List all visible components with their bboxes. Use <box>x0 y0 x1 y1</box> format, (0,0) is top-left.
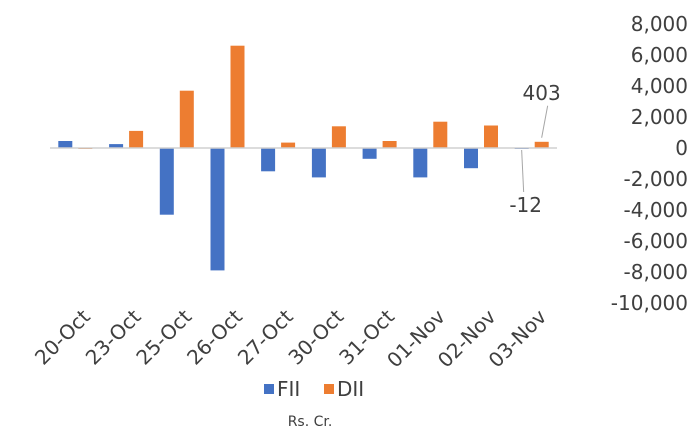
bars-layer <box>58 45 549 271</box>
bar-fii-31-oct <box>362 148 377 159</box>
data-label-fii: -12 <box>509 193 542 217</box>
y-tick-label: -8,000 <box>624 260 688 284</box>
legend-label-fii: FII <box>277 377 300 401</box>
legend: FII DII <box>264 377 364 401</box>
data-label-dii: 403 <box>523 81 561 105</box>
bar-dii-25-oct <box>179 90 194 148</box>
x-tick-label: 26-Oct <box>182 304 247 369</box>
y-tick-label: 2,000 <box>631 105 688 129</box>
annotation-layer: 403 -12 <box>509 81 560 217</box>
legend-swatch-dii <box>324 384 334 394</box>
annotation-leader-line <box>541 105 549 138</box>
y-tick-label: -4,000 <box>624 198 688 222</box>
y-axis: 8,000 6,000 4,000 2,000 0 -2,000 -4,000 -6,000 -… <box>611 12 688 315</box>
x-tick-label: 20-Oct <box>30 304 95 369</box>
bar-fii-27-oct <box>261 148 276 172</box>
bar-dii-31-oct <box>382 141 397 148</box>
bar-dii-01-nov <box>433 121 448 148</box>
y-tick-label: 6,000 <box>631 43 688 67</box>
bar-dii-02-nov <box>484 125 498 148</box>
x-tick-label: 25-Oct <box>131 304 196 369</box>
x-tick-label: 23-Oct <box>81 304 146 369</box>
bar-fii-01-nov <box>413 148 428 178</box>
y-tick-label: -2,000 <box>624 167 688 191</box>
bar-dii-23-oct <box>129 130 144 148</box>
bar-dii-03-nov <box>534 141 549 148</box>
x-tick-label: 27-Oct <box>233 304 298 369</box>
y-tick-label: 8,000 <box>631 12 688 36</box>
legend-label-dii: DII <box>337 377 364 401</box>
bar-fii-25-oct <box>159 148 174 215</box>
x-tick-label: 03-Nov <box>484 304 552 372</box>
annotation-leader-line <box>521 149 525 193</box>
bar-fii-30-oct <box>311 148 326 178</box>
bar-dii-30-oct <box>331 126 346 148</box>
x-tick-label: 30-Oct <box>283 304 348 369</box>
bar-dii-27-oct <box>281 142 296 148</box>
bar-dii-26-oct <box>230 45 245 149</box>
bar-fii-26-oct <box>210 148 225 271</box>
y-tick-label: 0 <box>675 136 688 160</box>
y-tick-label: -10,000 <box>611 291 688 315</box>
bar-fii-02-nov <box>464 148 478 169</box>
y-tick-label: -6,000 <box>624 229 688 253</box>
x-axis: 20-Oct23-Oct25-Oct26-Oct27-Oct30-Oct31-O… <box>30 304 551 372</box>
legend-swatch-fii <box>264 384 274 394</box>
y-tick-label: 4,000 <box>631 74 688 98</box>
bar-fii-20-oct <box>58 141 73 148</box>
bar-fii-23-oct <box>109 144 124 148</box>
unit-caption: Rs. Cr. <box>288 414 333 430</box>
